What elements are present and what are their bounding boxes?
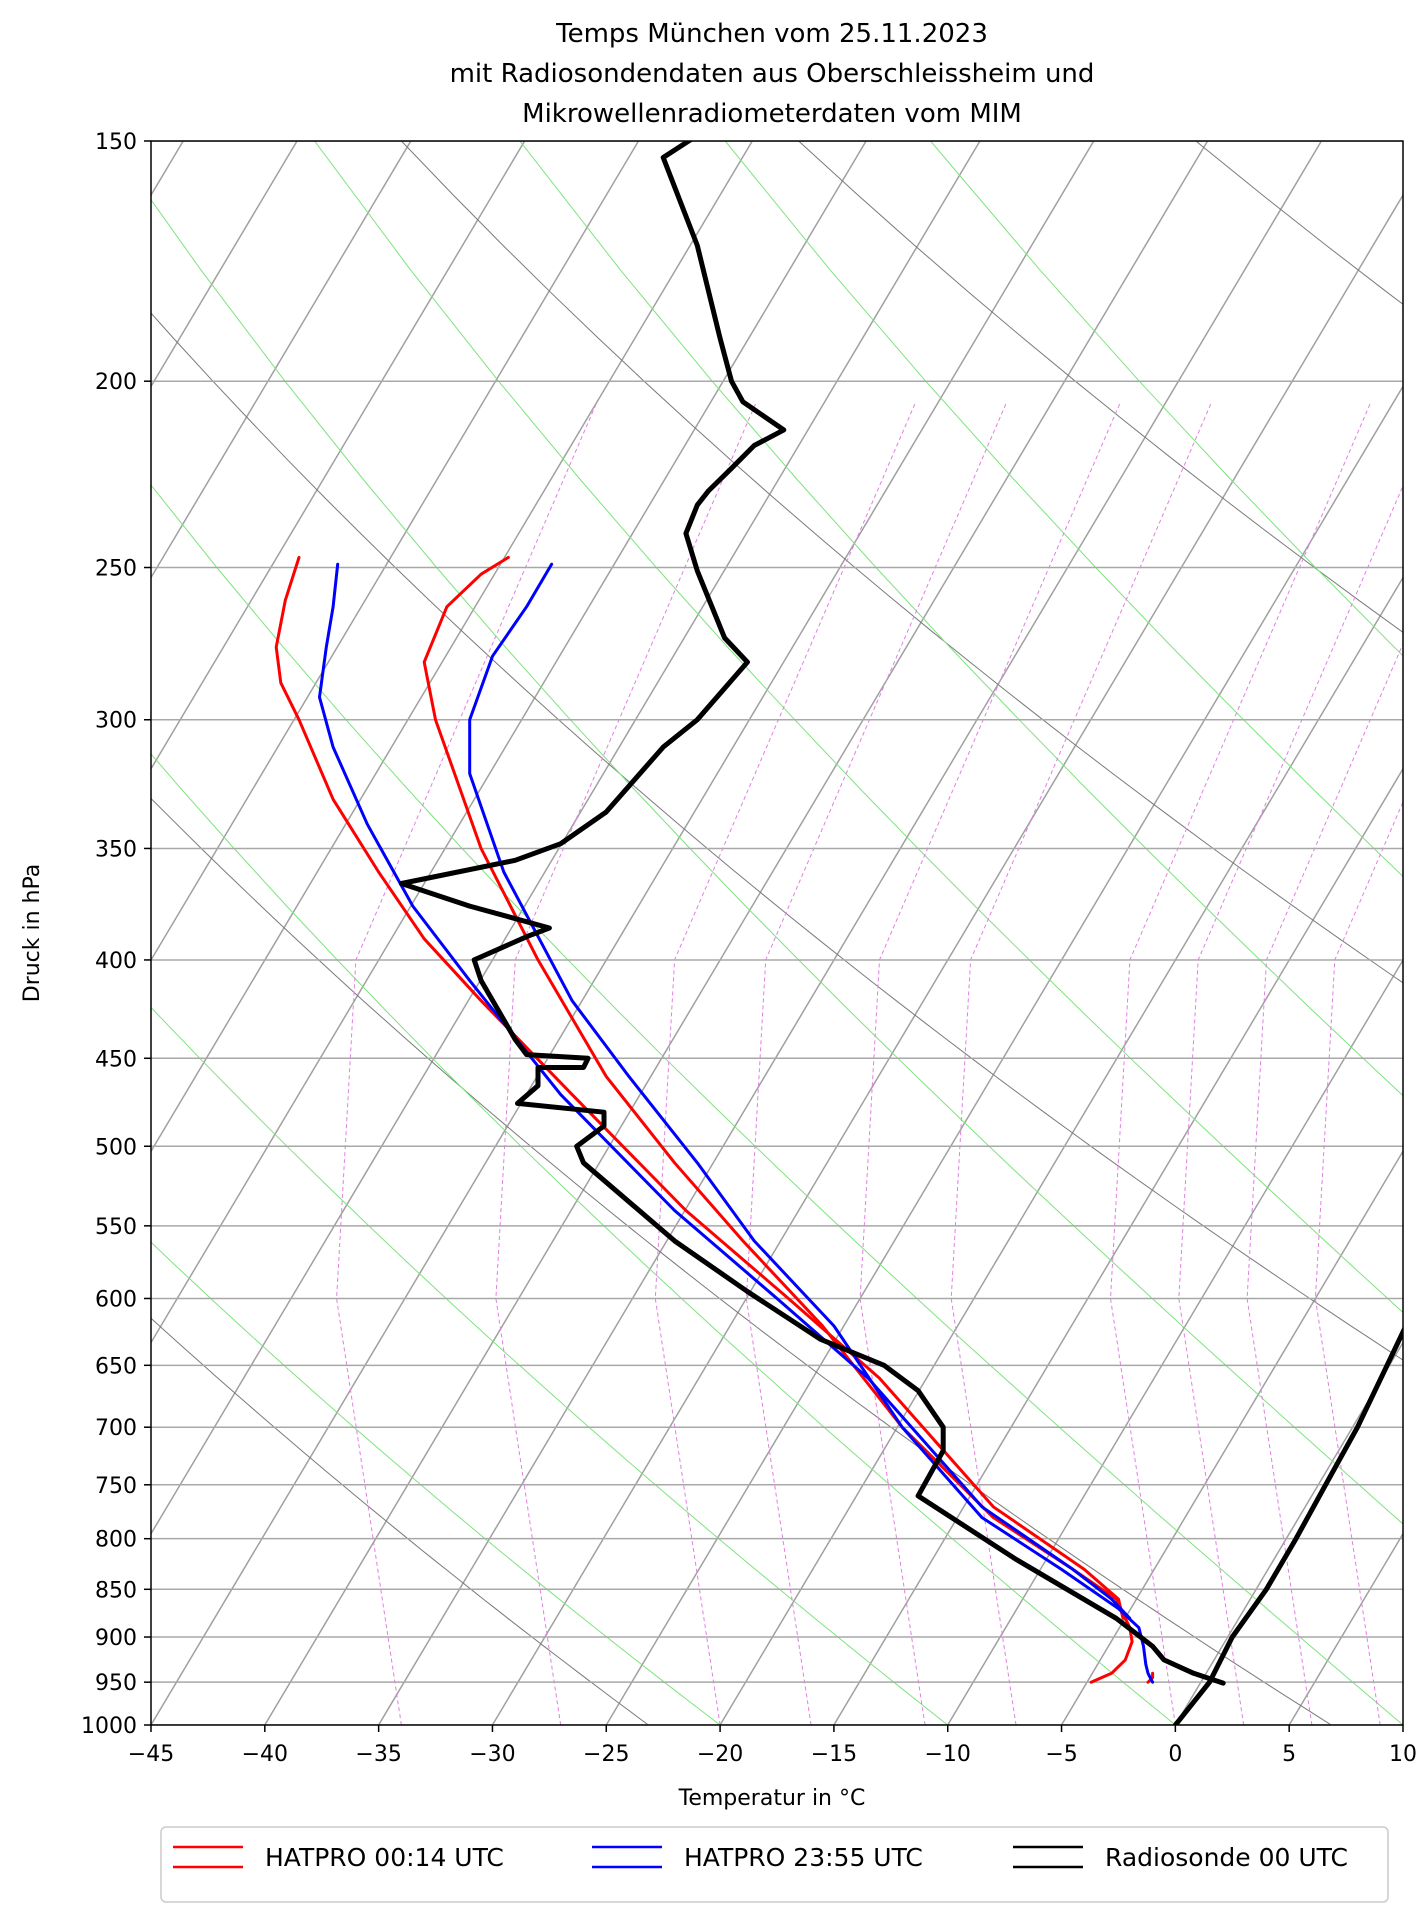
grid-lines [151, 141, 1403, 1725]
isotherm-line [605, 384, 1403, 1725]
x-tick-label: −10 [925, 1742, 971, 1767]
x-tick-label: 5 [1282, 1742, 1296, 1767]
y-tick-label: 350 [95, 837, 137, 862]
isotherm-line [264, 141, 1209, 1725]
y-tick-label: 650 [95, 1354, 137, 1379]
mixing-ratio-line [336, 401, 598, 1725]
isotherm-line [151, 141, 867, 1344]
y-tick-label: 550 [95, 1215, 137, 1240]
mixing-ratio-line [1246, 642, 1403, 1725]
y-tick-label: 950 [95, 1671, 137, 1696]
chart-title-line-2: mit Radiosondendaten aus Oberschleisshei… [450, 59, 1095, 89]
moist-adiabat-line [151, 753, 1176, 1725]
x-tick-label: −15 [811, 1742, 857, 1767]
dry-adiabat-line [1195, 141, 1403, 305]
isotherm-line [1174, 1341, 1403, 1725]
chart-title-line-1: Temps München vom 25.11.2023 [555, 19, 988, 49]
y-tick-label: 700 [95, 1416, 137, 1441]
x-tick-label: −45 [128, 1742, 174, 1767]
moist-adiabat-line [151, 1241, 721, 1725]
series-line [398, 141, 1226, 1686]
x-axis-ticks: −45 −40 −35 −30 −25 −20 −15 −10 −5 0 5 10 [128, 1725, 1417, 1767]
y-tick-label: 300 [95, 709, 137, 734]
dry-adiabat-line [151, 797, 1332, 1725]
x-tick-label: −5 [1045, 1742, 1077, 1767]
moist-adiabat-line [151, 1006, 949, 1725]
chart-title-line-3: Mikrowellenradiometerdaten vom MIM [522, 99, 1022, 129]
mixing-ratio-line [1109, 401, 1372, 1725]
isotherm-line [151, 141, 981, 1536]
isotherm-line [1402, 1723, 1403, 1725]
series-line [1146, 1671, 1155, 1684]
moist-adiabat-line [314, 141, 1403, 1314]
plot-frame [150, 140, 1404, 1726]
isotherm-line [151, 141, 640, 962]
x-tick-label: −30 [469, 1742, 515, 1767]
series-line [1172, 1326, 1403, 1725]
legend-label-hatpro-0014: HATPRO 00:14 UTC [265, 1843, 504, 1872]
x-tick-label: −40 [242, 1742, 288, 1767]
background-lines [151, 141, 1403, 1725]
isotherm-line [1288, 1532, 1403, 1725]
x-tick-label: 0 [1168, 1742, 1182, 1767]
mixing-ratio-line [745, 401, 1008, 1725]
y-tick-label: 850 [95, 1578, 137, 1603]
x-axis-label: Temperatur in °C [678, 1786, 866, 1811]
series-line [318, 562, 1132, 1620]
isotherm-line [377, 141, 1323, 1725]
y-tick-label: 400 [95, 949, 137, 974]
y-tick-label: 200 [95, 370, 137, 395]
legend: HATPRO 00:14 UTC HATPRO 23:55 UTC Radios… [160, 1826, 1389, 1903]
mixing-ratio-line [950, 401, 1213, 1725]
mixing-ratio-line [1178, 484, 1403, 1725]
isotherm-line [151, 141, 412, 580]
isotherm-line [947, 958, 1403, 1725]
moist-adiabat-line [151, 484, 1403, 1725]
series-line [422, 555, 1134, 1684]
mixing-ratio-line [495, 401, 757, 1725]
moist-adiabat-line [930, 141, 1403, 657]
moist-adiabat-line [724, 141, 1403, 878]
y-tick-label: 600 [95, 1287, 137, 1312]
y-axis-ticks: 150 200 250 300 350 400 450 500 550 600 650 700 750 8… [81, 130, 151, 1739]
isotherm-line [151, 141, 1095, 1725]
y-tick-label: 800 [95, 1528, 137, 1553]
legend-label-hatpro-2355: HATPRO 23:55 UTC [684, 1843, 923, 1872]
isotherm-line [719, 576, 1403, 1725]
mixing-ratio-line [1314, 800, 1403, 1725]
dry-adiabat-line [151, 1317, 649, 1725]
isotherm-line [151, 141, 526, 771]
isotherm-line [1060, 1149, 1403, 1725]
y-tick-label: 750 [95, 1474, 137, 1499]
y-axis-label: Druck in hPa [20, 864, 45, 1003]
x-tick-label: 10 [1389, 1742, 1417, 1767]
series-line [274, 555, 1125, 1620]
legend-label-radiosonde: Radiosonde 00 UTC [1105, 1843, 1348, 1872]
y-tick-label: 1000 [81, 1714, 137, 1739]
data-series [274, 141, 1403, 1725]
y-tick-label: 900 [95, 1626, 137, 1651]
x-tick-label: −35 [355, 1742, 401, 1767]
y-tick-label: 500 [95, 1135, 137, 1160]
dry-adiabat-line [401, 141, 1403, 984]
x-tick-label: −25 [583, 1742, 629, 1767]
y-tick-label: 450 [95, 1047, 137, 1072]
y-tick-label: 150 [95, 130, 137, 155]
mixing-ratio-line [654, 401, 917, 1725]
x-tick-label: −20 [697, 1742, 743, 1767]
mixing-ratio-line [859, 401, 1122, 1725]
dry-adiabat-line [151, 312, 1403, 1361]
y-tick-label: 250 [95, 557, 137, 582]
series-line [468, 562, 1155, 1684]
isotherm-line [491, 193, 1403, 1725]
moist-adiabat-line [519, 141, 1403, 1097]
moist-adiabat-line [151, 198, 1403, 1525]
isotherm-line [833, 767, 1403, 1725]
